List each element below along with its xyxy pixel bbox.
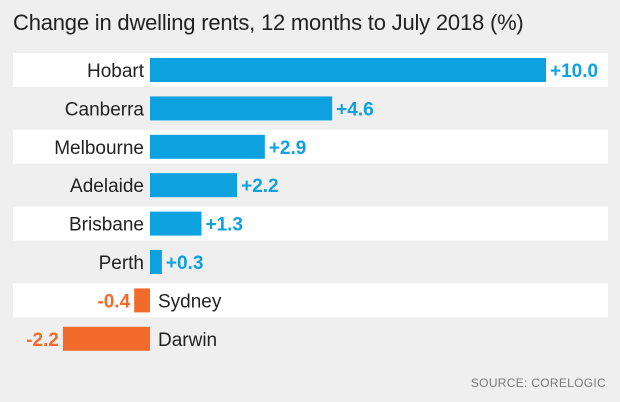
category-label-melbourne: Melbourne: [54, 138, 144, 159]
bar-darwin: [62, 326, 150, 351]
value-label-canberra: +4.6: [336, 99, 374, 120]
value-label-hobart: +10.0: [550, 61, 598, 82]
value-label-darwin: -2.2: [26, 330, 59, 351]
value-label-melbourne: +2.9: [269, 138, 307, 159]
category-label-darwin: Darwin: [158, 330, 217, 351]
row-band-melbourne: [13, 129, 608, 164]
bar-adelaide: [150, 173, 238, 198]
value-label-brisbane: +1.3: [205, 215, 243, 236]
category-label-brisbane: Brisbane: [69, 215, 144, 236]
category-label-sydney: Sydney: [158, 291, 222, 312]
bar-perth: [150, 250, 162, 274]
bar-canberra: [150, 96, 333, 121]
bar-hobart: [150, 58, 546, 82]
row-band-brisbane: [13, 206, 608, 241]
row-band-sydney: [13, 283, 608, 318]
bar-sydney: [134, 288, 150, 313]
source-note: SOURCE: CORELOGIC: [470, 376, 606, 390]
category-label-hobart: Hobart: [87, 61, 145, 82]
category-label-perth: Perth: [99, 253, 144, 274]
value-label-perth: +0.3: [166, 253, 204, 274]
category-label-canberra: Canberra: [65, 99, 145, 120]
chart-title: Change in dwelling rents, 12 months to J…: [13, 10, 524, 35]
bar-brisbane: [150, 211, 202, 236]
category-label-adelaide: Adelaide: [70, 176, 144, 197]
value-label-adelaide: +2.2: [241, 176, 279, 197]
value-label-sydney: -0.4: [97, 291, 130, 312]
bar-melbourne: [150, 134, 265, 159]
